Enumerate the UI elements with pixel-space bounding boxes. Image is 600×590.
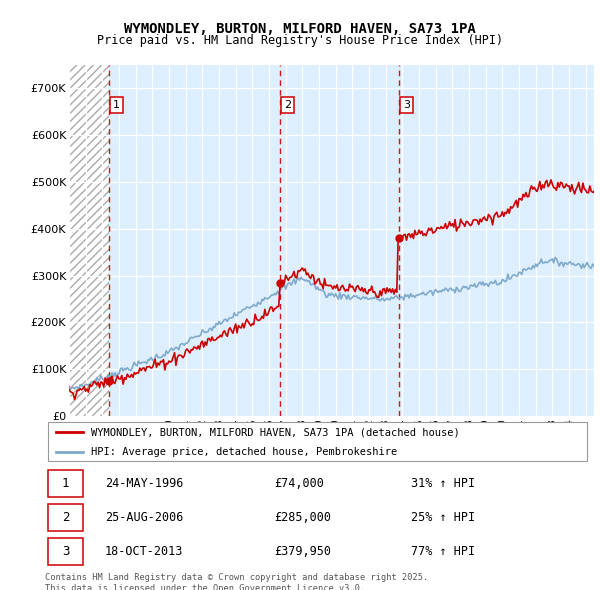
Text: WYMONDLEY, BURTON, MILFORD HAVEN, SA73 1PA: WYMONDLEY, BURTON, MILFORD HAVEN, SA73 1…: [124, 22, 476, 36]
Text: HPI: Average price, detached house, Pembrokeshire: HPI: Average price, detached house, Pemb…: [91, 447, 398, 457]
Text: £379,950: £379,950: [274, 545, 331, 558]
Text: 3: 3: [62, 545, 70, 558]
FancyBboxPatch shape: [48, 504, 83, 531]
Text: 18-OCT-2013: 18-OCT-2013: [105, 545, 184, 558]
Text: 1: 1: [113, 100, 120, 110]
Text: 1: 1: [62, 477, 70, 490]
Text: £285,000: £285,000: [274, 511, 331, 525]
Text: 3: 3: [403, 100, 410, 110]
Text: 31% ↑ HPI: 31% ↑ HPI: [411, 477, 475, 490]
Text: £74,000: £74,000: [274, 477, 324, 490]
Bar: [69, 65, 109, 416]
Text: 2: 2: [284, 100, 291, 110]
Text: 25% ↑ HPI: 25% ↑ HPI: [411, 511, 475, 525]
FancyBboxPatch shape: [48, 470, 83, 497]
Text: 24-MAY-1996: 24-MAY-1996: [105, 477, 184, 490]
Text: WYMONDLEY, BURTON, MILFORD HAVEN, SA73 1PA (detached house): WYMONDLEY, BURTON, MILFORD HAVEN, SA73 1…: [91, 427, 460, 437]
FancyBboxPatch shape: [48, 538, 83, 565]
Text: 77% ↑ HPI: 77% ↑ HPI: [411, 545, 475, 558]
FancyBboxPatch shape: [48, 422, 587, 461]
Text: 25-AUG-2006: 25-AUG-2006: [105, 511, 184, 525]
Text: Price paid vs. HM Land Registry's House Price Index (HPI): Price paid vs. HM Land Registry's House …: [97, 34, 503, 47]
Text: 2: 2: [62, 511, 70, 525]
Text: Contains HM Land Registry data © Crown copyright and database right 2025.
This d: Contains HM Land Registry data © Crown c…: [45, 573, 428, 590]
